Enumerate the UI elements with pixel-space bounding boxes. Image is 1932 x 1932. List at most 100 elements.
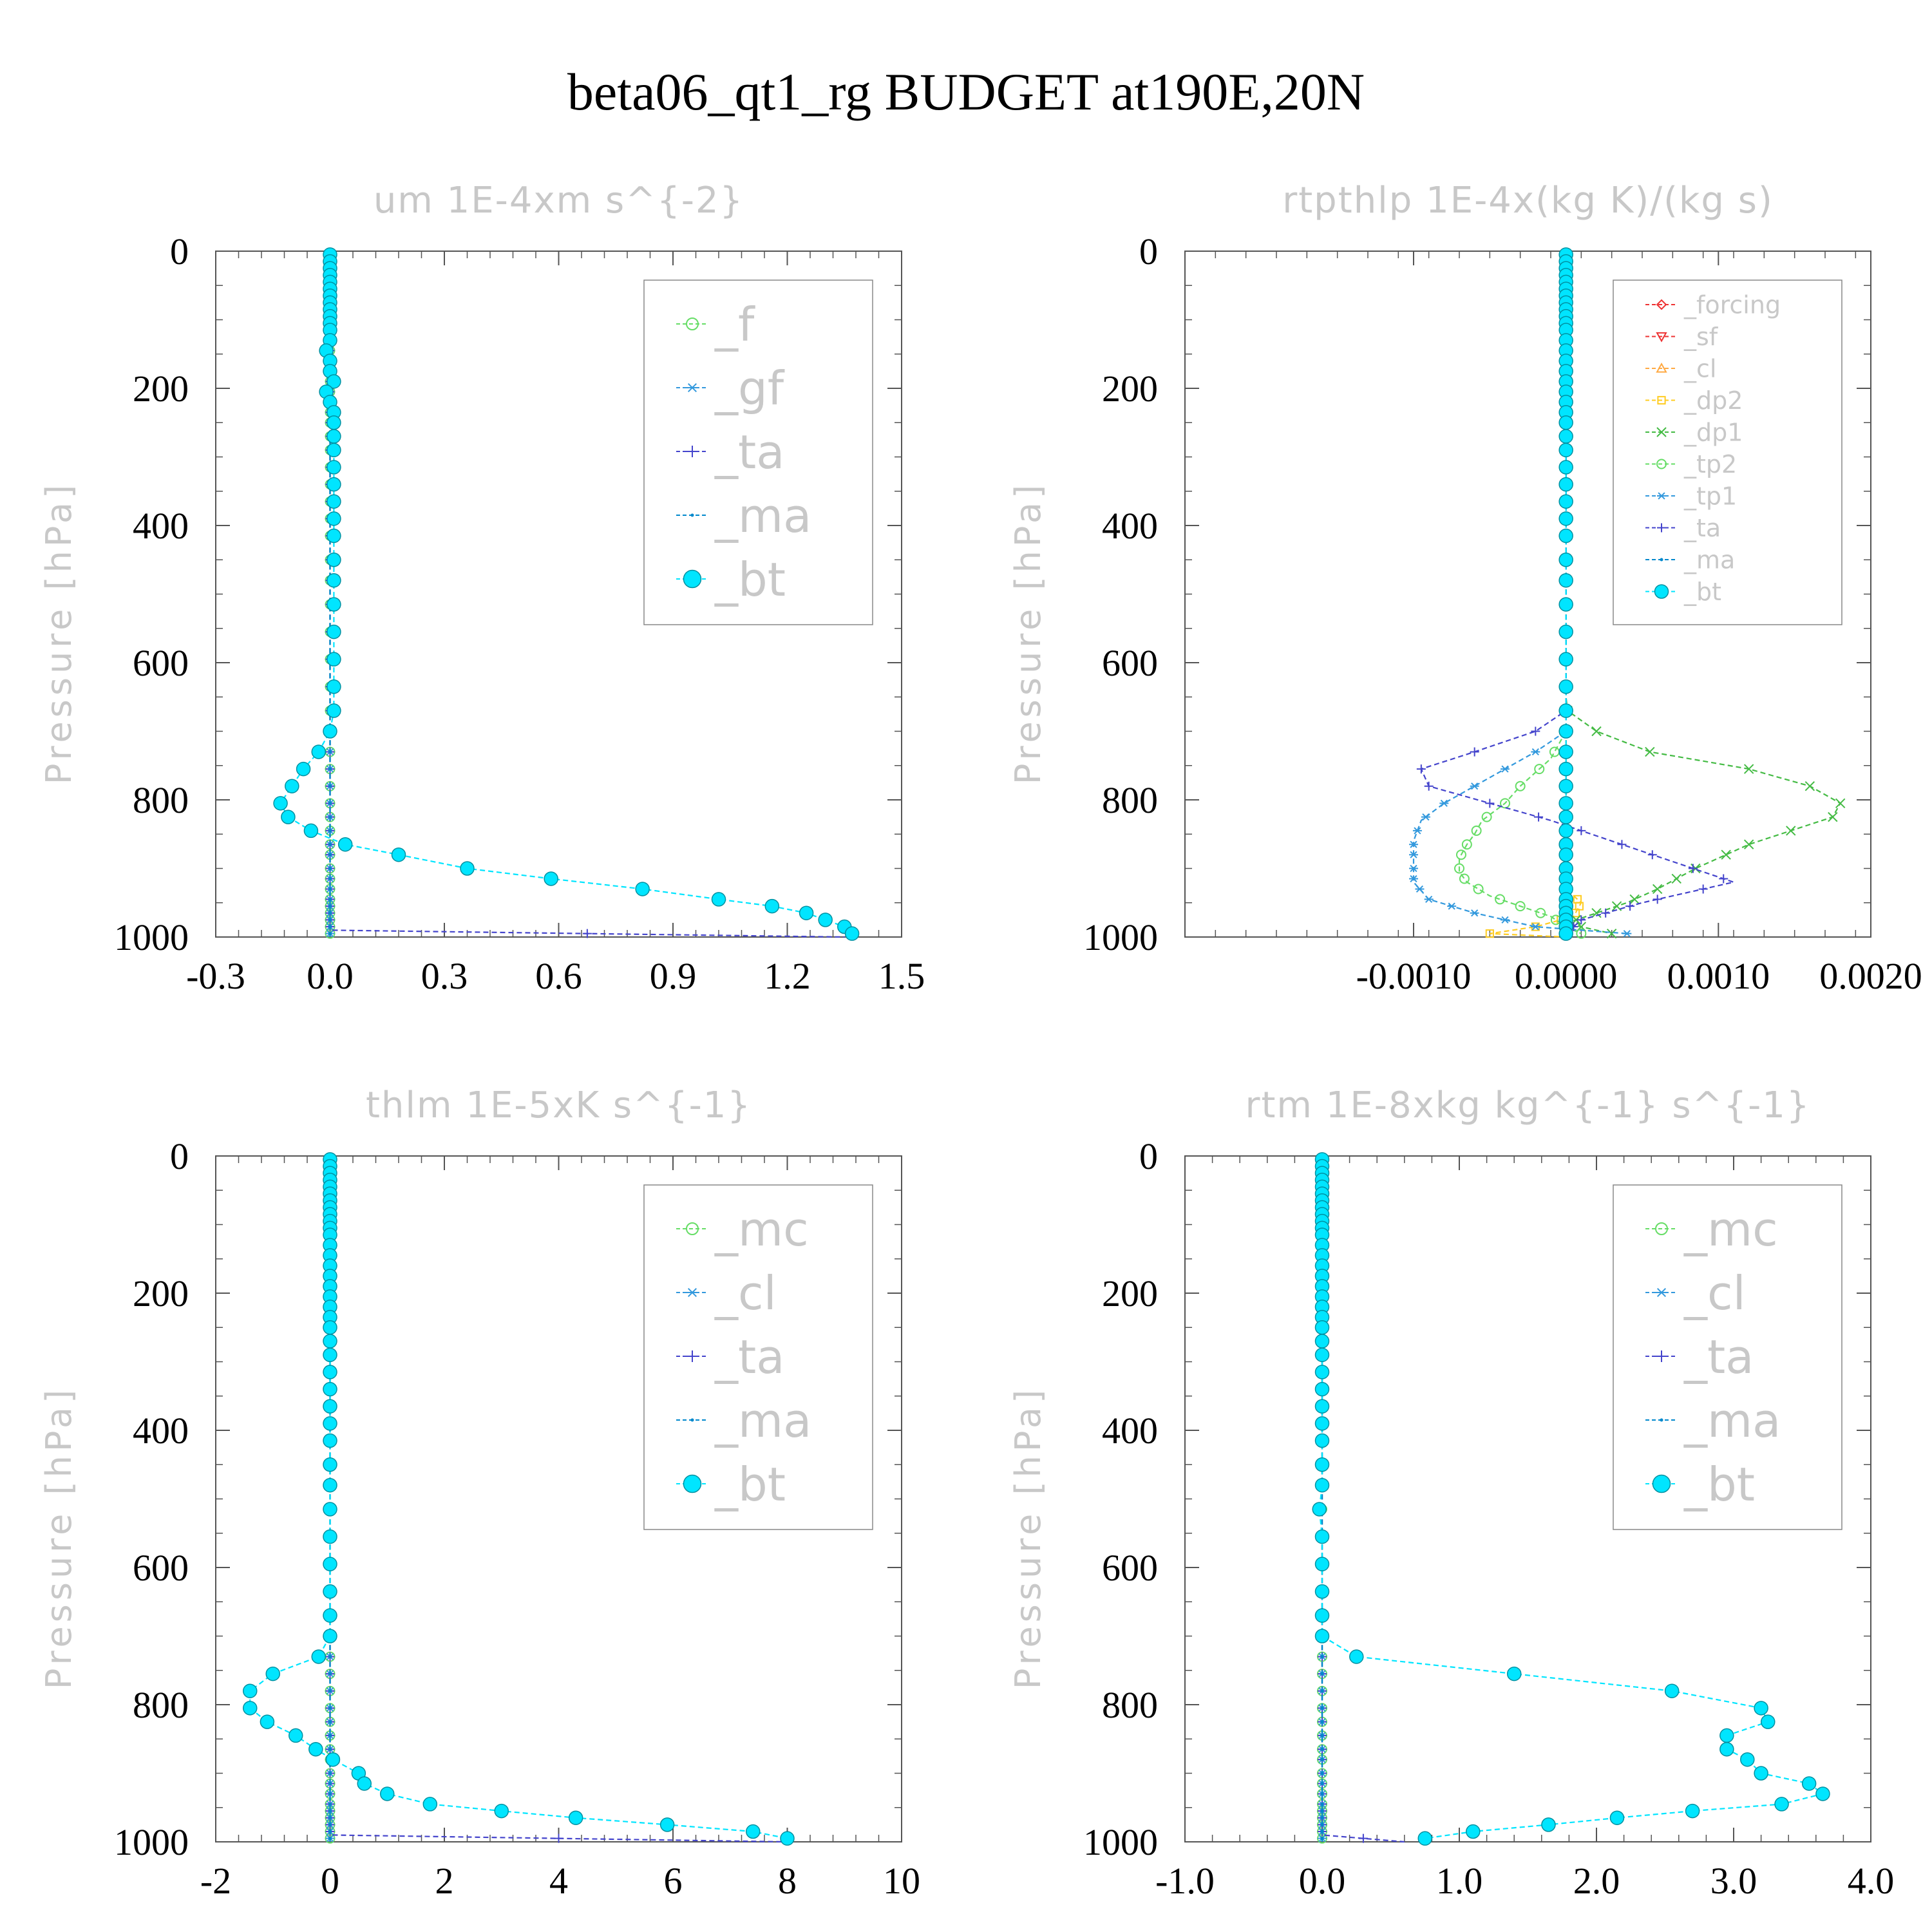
data-point xyxy=(1575,902,1584,911)
data-point xyxy=(1558,724,1573,739)
data-point xyxy=(544,871,558,886)
data-point xyxy=(323,724,337,739)
data-point xyxy=(1577,915,1586,925)
data-point xyxy=(327,442,341,458)
data-point xyxy=(780,1831,795,1846)
data-point xyxy=(1314,1477,1330,1493)
data-point xyxy=(1558,460,1573,475)
data-point xyxy=(1558,477,1573,492)
data-point xyxy=(1558,744,1573,759)
data-point xyxy=(327,511,341,526)
data-point xyxy=(1558,553,1573,567)
data-point xyxy=(323,1433,337,1448)
y-tick-label: 1000 xyxy=(114,916,189,958)
y-tick-label: 0 xyxy=(170,1135,189,1177)
legend-marker xyxy=(687,1350,698,1362)
data-point xyxy=(1804,781,1815,791)
data-point xyxy=(323,1347,337,1363)
x-tick-label: 2 xyxy=(435,1860,454,1902)
data-point xyxy=(325,1752,341,1767)
chart-panel-1: um 1E-4xm s^{-2} Pressure [hPa] 0 200 400 600… xyxy=(39,180,925,997)
data-point xyxy=(818,913,833,927)
main-title: beta06_qt1_rg BUDGET at190E,20N xyxy=(567,62,1365,121)
data-point xyxy=(1320,1792,1324,1795)
legend-marker xyxy=(1656,427,1667,437)
x-tick-label: 2.0 xyxy=(1573,1860,1620,1902)
data-point xyxy=(1558,494,1573,509)
data-point xyxy=(1719,874,1728,884)
legend-label: _ma xyxy=(714,489,811,543)
data-point xyxy=(1320,1781,1324,1785)
data-point xyxy=(328,842,332,846)
data-point xyxy=(1314,1608,1330,1623)
data-point xyxy=(327,597,341,612)
data-point xyxy=(764,898,780,914)
legend-entry: _ma xyxy=(676,1394,811,1448)
data-point xyxy=(1558,624,1573,639)
data-point xyxy=(1314,1457,1330,1472)
series-line xyxy=(329,1159,788,1843)
legend-entry: _ta xyxy=(676,425,784,479)
legend-entry: _gf xyxy=(676,361,785,415)
data-point xyxy=(1549,746,1560,757)
legend-marker xyxy=(1657,523,1666,533)
data-point xyxy=(1314,1399,1330,1414)
data-point xyxy=(1558,597,1573,612)
data-point xyxy=(1558,823,1573,838)
legend-label: _dp2 xyxy=(1683,386,1743,415)
data-point xyxy=(1424,895,1434,904)
legend-marker xyxy=(1656,459,1667,469)
data-point xyxy=(1743,839,1754,849)
legend-label: _ta xyxy=(1683,1330,1754,1384)
data-point xyxy=(323,1399,337,1414)
data-point xyxy=(323,1502,337,1517)
data-point xyxy=(328,918,332,922)
legend-marker xyxy=(686,1222,699,1235)
legend-label: _cl xyxy=(1683,355,1716,383)
y-axis-label: Pressure [hPa] xyxy=(39,1386,79,1689)
data-point xyxy=(323,1529,337,1544)
data-point xyxy=(1320,1772,1324,1775)
series-line xyxy=(1412,254,1627,934)
data-point xyxy=(1320,1654,1324,1658)
legend-entry: _tp1 xyxy=(1645,482,1737,511)
data-point xyxy=(323,1629,337,1643)
data-point xyxy=(1447,902,1457,910)
x-tick-label: 3.0 xyxy=(1710,1860,1757,1902)
y-tick-label: 200 xyxy=(1102,1273,1158,1314)
data-point xyxy=(328,1689,332,1693)
data-point xyxy=(303,823,319,838)
legend-marker xyxy=(686,317,699,330)
data-point xyxy=(1558,679,1573,694)
data-point xyxy=(1473,884,1484,895)
series-line xyxy=(1563,254,1842,934)
data-point xyxy=(1534,812,1544,822)
data-point xyxy=(635,882,650,896)
data-point xyxy=(1558,761,1573,777)
data-point xyxy=(1541,1817,1556,1832)
x-tick-label: -1.0 xyxy=(1155,1860,1215,1902)
legend-entry: _f xyxy=(676,298,755,352)
data-point xyxy=(1558,442,1573,458)
legend-entry: _ta xyxy=(1645,514,1721,542)
legend-label: _ma xyxy=(1683,546,1735,574)
data-point xyxy=(323,1365,337,1379)
x-tick-label: 0 xyxy=(321,1860,339,1902)
data-point xyxy=(844,926,860,941)
y-axis-label: Pressure [hPa] xyxy=(39,481,79,784)
data-point xyxy=(1774,1797,1789,1812)
data-point xyxy=(328,1830,332,1833)
data-point xyxy=(323,1381,337,1397)
legend-entry: _bt xyxy=(676,1457,786,1511)
data-point xyxy=(1617,840,1627,849)
data-point xyxy=(1358,1833,1368,1843)
legend-box xyxy=(643,1184,873,1530)
data-point xyxy=(1485,929,1494,938)
legend-entry: _mc xyxy=(676,1202,809,1256)
data-point xyxy=(296,761,311,777)
data-point xyxy=(328,750,332,753)
y-tick-label: 800 xyxy=(1102,1684,1158,1726)
data-point xyxy=(328,897,332,901)
data-point xyxy=(1466,1824,1481,1839)
data-point xyxy=(1314,1334,1330,1349)
